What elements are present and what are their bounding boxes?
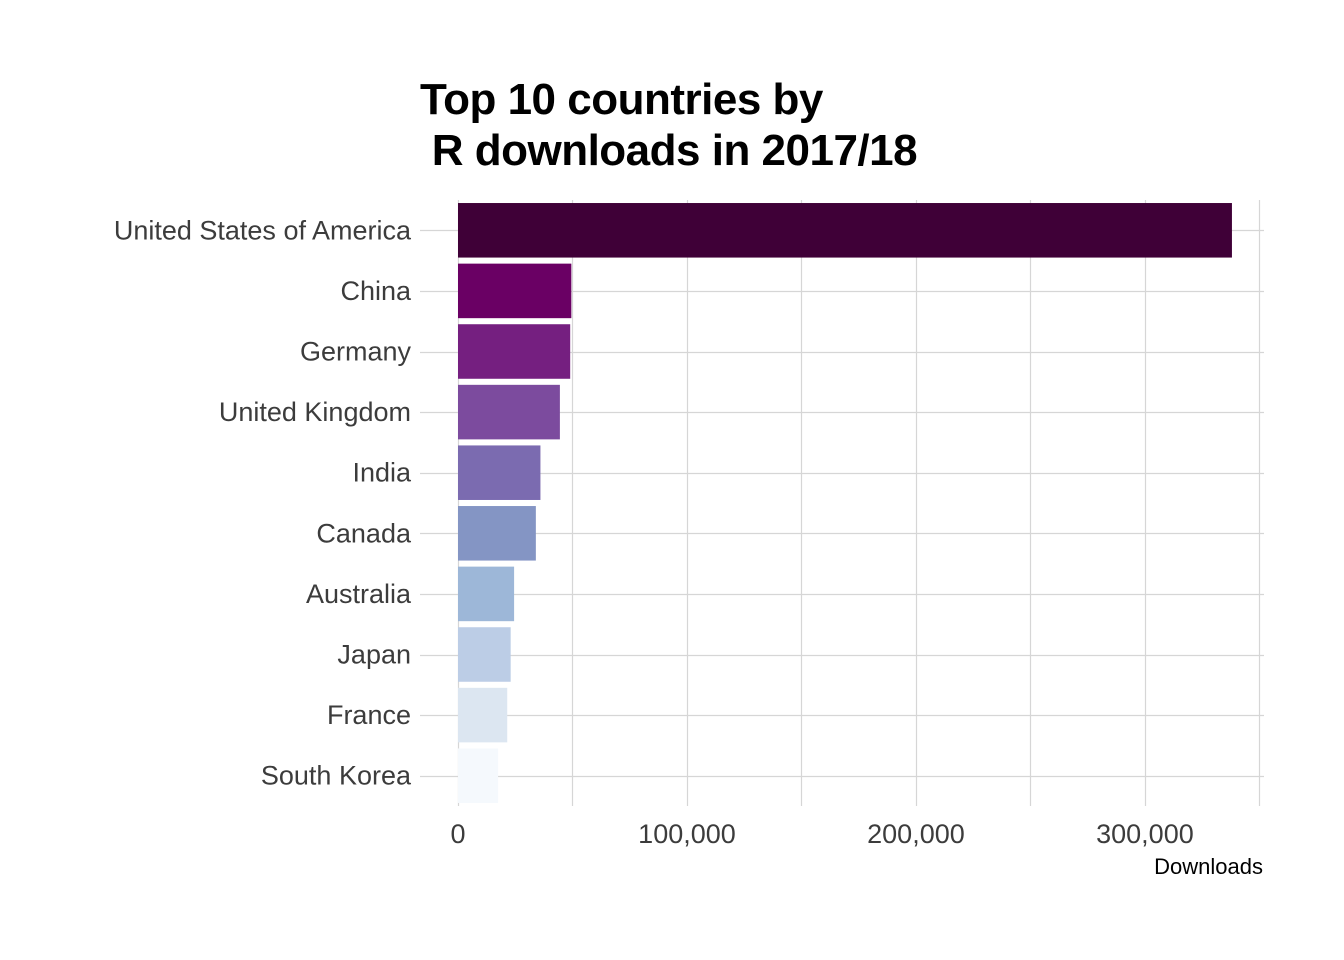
bar bbox=[458, 203, 1232, 258]
y-tick-label: United States of America bbox=[114, 215, 412, 245]
y-tick-label: South Korea bbox=[261, 761, 412, 791]
x-tick-label: 200,000 bbox=[867, 819, 965, 849]
gridlines bbox=[420, 200, 1264, 806]
y-tick-label: France bbox=[327, 700, 411, 730]
y-tick-label: Germany bbox=[300, 337, 412, 367]
bar bbox=[458, 384, 560, 440]
bar bbox=[458, 324, 571, 379]
bars bbox=[458, 203, 1232, 803]
y-tick-label: China bbox=[340, 276, 412, 306]
x-tick-label: 0 bbox=[450, 819, 465, 849]
bar bbox=[458, 748, 499, 803]
bar bbox=[458, 445, 541, 500]
chart-title-line-2: R downloads in 2017/18 bbox=[420, 126, 918, 175]
bar bbox=[458, 627, 511, 682]
y-tick-label: Canada bbox=[316, 518, 412, 548]
bar bbox=[458, 263, 572, 319]
y-tick-label: Australia bbox=[306, 579, 412, 609]
x-axis-labels: 0 100,000 200,000 300,000 bbox=[450, 819, 1193, 849]
chart-title: Top 10 countries by R downloads in 2017/… bbox=[420, 74, 918, 176]
y-tick-label: India bbox=[352, 458, 412, 488]
x-axis-title: Downloads bbox=[1154, 854, 1263, 879]
bar bbox=[458, 566, 515, 622]
chart-title-line-1: Top 10 countries by bbox=[420, 75, 823, 124]
bar bbox=[458, 506, 536, 561]
x-tick-label: 100,000 bbox=[638, 819, 736, 849]
y-axis-labels: United States of America China Germany Unit… bbox=[114, 215, 412, 790]
bar bbox=[458, 687, 508, 743]
y-tick-label: Japan bbox=[337, 640, 411, 670]
y-tick-label: United Kingdom bbox=[219, 397, 411, 427]
x-tick-label: 300,000 bbox=[1096, 819, 1194, 849]
